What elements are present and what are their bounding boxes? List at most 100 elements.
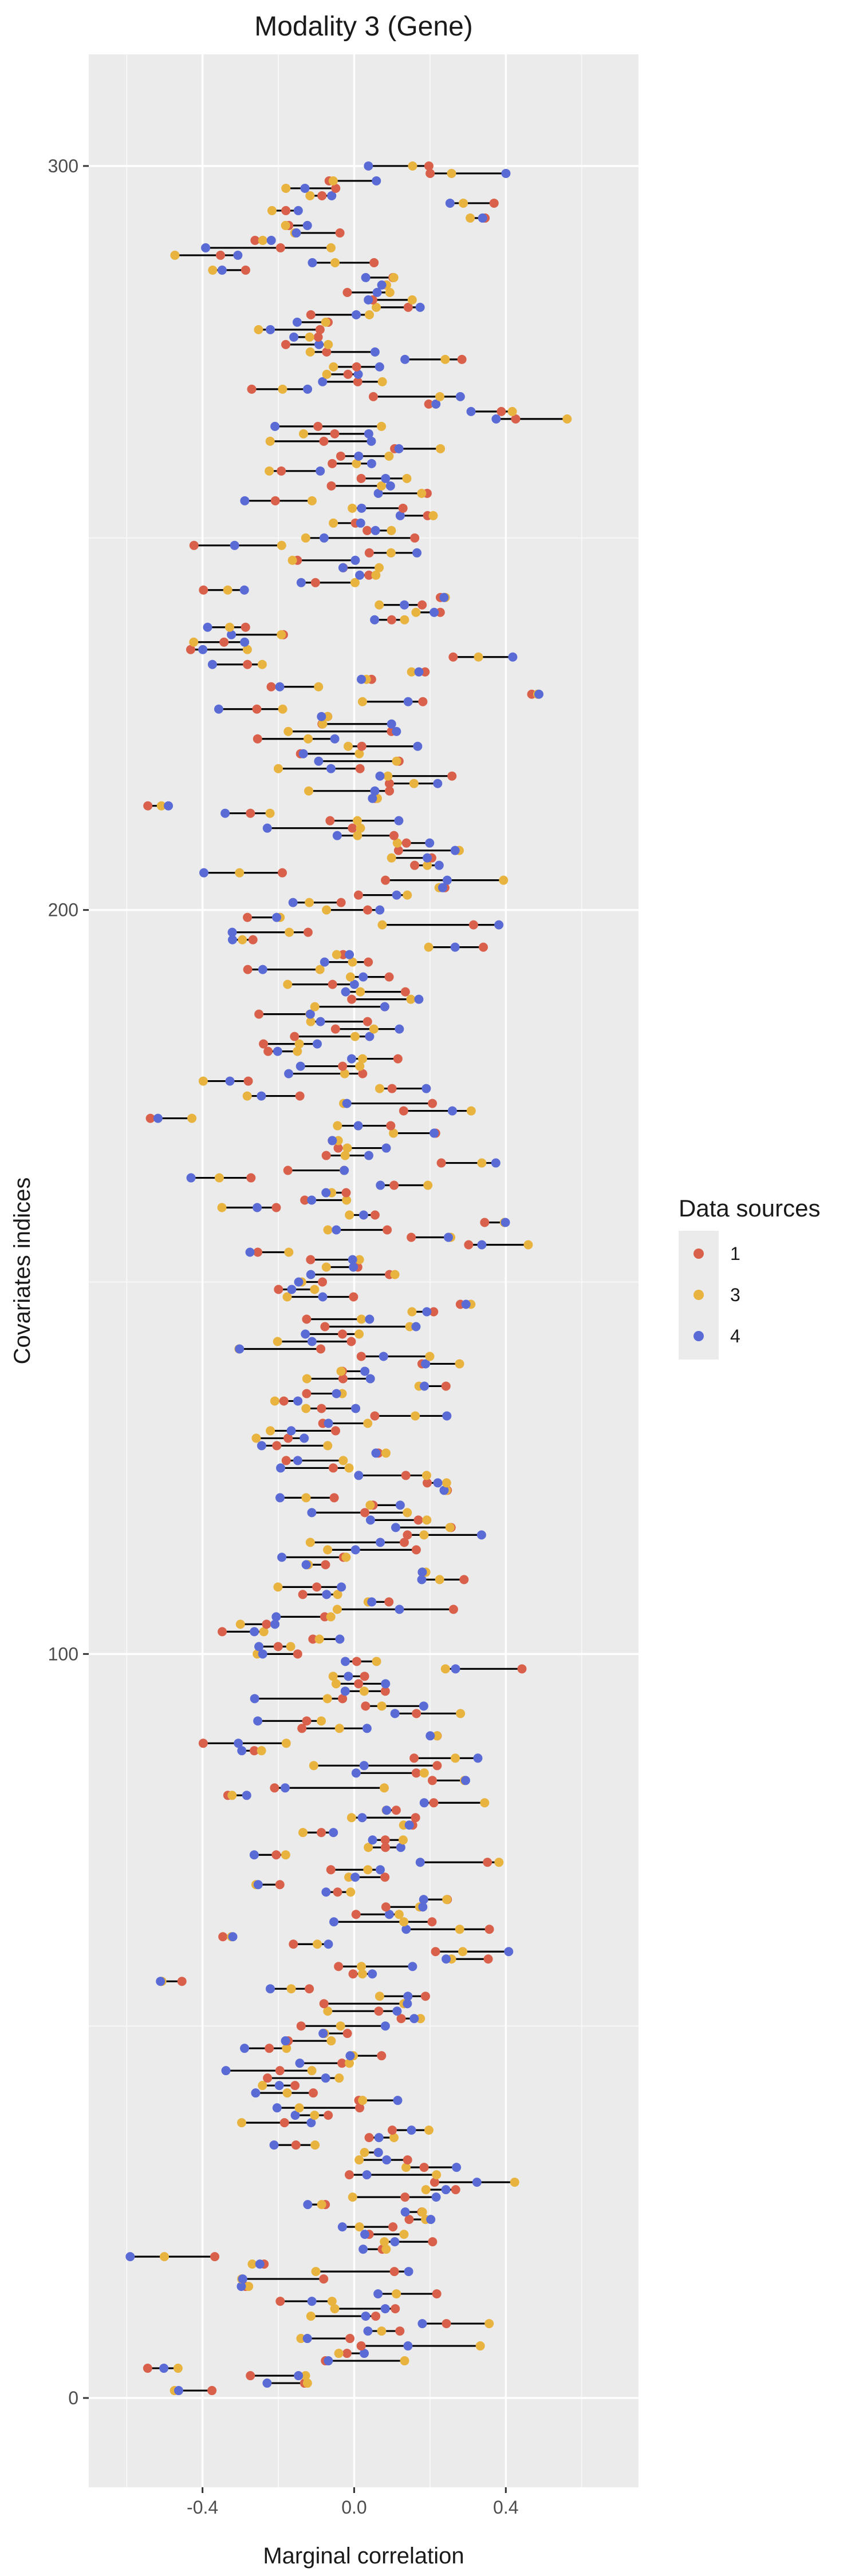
point-source-4 (374, 2133, 384, 2143)
point-source-4 (270, 421, 280, 431)
point-source-4 (421, 1084, 431, 1093)
point-source-3 (390, 1270, 400, 1279)
point-source-4 (159, 2364, 169, 2373)
point-source-3 (259, 1627, 269, 1637)
point-source-1 (419, 2163, 429, 2172)
point-source-4 (203, 622, 212, 632)
point-source-1 (354, 1679, 364, 1689)
point-source-4 (240, 496, 250, 505)
point-source-3 (359, 1686, 369, 1696)
point-source-3 (456, 1709, 466, 1718)
point-source-4 (349, 979, 359, 989)
point-source-3 (315, 965, 325, 974)
point-source-4 (349, 1262, 358, 1272)
point-source-4 (326, 764, 336, 773)
point-source-3 (384, 451, 394, 461)
point-source-3 (296, 2334, 306, 2344)
point-source-4 (239, 585, 249, 595)
point-source-3 (334, 1724, 344, 1733)
point-source-4 (287, 1285, 297, 1294)
point-source-3 (258, 2081, 267, 2091)
point-source-1 (300, 1195, 310, 1205)
point-source-1 (451, 2185, 460, 2195)
point-source-4 (225, 1076, 235, 1086)
point-source-3 (411, 1411, 420, 1421)
point-source-3 (156, 801, 166, 811)
legend-key-4 (693, 1331, 704, 1341)
point-source-1 (407, 1232, 416, 1242)
point-source-4 (442, 875, 452, 885)
point-source-4 (274, 2081, 284, 2091)
point-source-3 (419, 1768, 429, 1778)
point-source-3 (375, 1084, 384, 1093)
point-source-1 (337, 2059, 347, 2068)
point-source-4 (391, 1523, 400, 1532)
point-source-3 (301, 1404, 311, 1413)
point-source-4 (460, 1776, 470, 1785)
point-source-4 (404, 2267, 413, 2277)
point-source-1 (409, 1753, 419, 1763)
point-source-1 (371, 2312, 381, 2321)
point-source-3 (442, 1478, 451, 1488)
point-source-1 (263, 2073, 273, 2083)
point-source-3 (322, 1694, 332, 1704)
point-source-4 (306, 2118, 316, 2128)
point-source-1 (363, 905, 373, 915)
point-source-4 (275, 1493, 285, 1503)
point-source-1 (380, 1835, 390, 1845)
point-source-1 (254, 1009, 264, 1019)
y-tick-label: 300 (48, 156, 78, 176)
point-source-3 (326, 2036, 336, 2046)
point-source-3 (298, 429, 308, 438)
point-source-3 (313, 1939, 322, 1949)
point-source-3 (310, 2111, 320, 2120)
point-source-4 (357, 1813, 367, 1823)
point-source-4 (266, 325, 275, 334)
points (125, 161, 572, 2396)
point-source-1 (290, 2081, 300, 2091)
point-source-4 (401, 1925, 411, 1934)
point-source-1 (281, 1456, 291, 1465)
point-source-3 (333, 1590, 342, 1599)
point-source-4 (380, 2021, 390, 2031)
point-source-1 (459, 1575, 469, 1585)
point-source-4 (353, 369, 363, 379)
point-source-3 (365, 1500, 375, 1510)
point-source-4 (375, 905, 385, 915)
point-source-1 (411, 1813, 420, 1823)
point-source-4 (286, 1426, 296, 1436)
point-source-1 (331, 1426, 341, 1436)
point-source-3 (381, 1448, 391, 1458)
chart-title: Modality 3 (Gene) (254, 11, 473, 42)
point-source-4 (198, 645, 208, 654)
point-source-3 (417, 488, 427, 498)
point-source-4 (395, 511, 405, 520)
point-source-1 (384, 779, 394, 788)
point-source-4 (433, 1478, 443, 1488)
point-source-3 (345, 2059, 354, 2068)
point-source-3 (401, 2163, 411, 2172)
point-source-3 (353, 831, 362, 840)
point-source-4 (324, 2356, 333, 2366)
point-source-3 (425, 1352, 435, 1361)
point-source-4 (288, 898, 298, 907)
point-source-1 (199, 585, 208, 595)
point-source-4 (332, 1225, 341, 1235)
point-source-3 (281, 220, 290, 230)
point-source-4 (382, 2155, 392, 2165)
point-source-1 (335, 228, 345, 238)
point-source-3 (208, 265, 218, 275)
point-source-4 (368, 1969, 377, 1979)
point-source-4 (415, 1858, 425, 1867)
point-source-4 (501, 1218, 510, 1227)
point-source-4 (307, 1195, 317, 1205)
point-source-3 (332, 1605, 342, 1614)
point-source-4 (318, 1292, 328, 1302)
point-source-4 (341, 1657, 350, 1666)
point-source-4 (461, 1299, 471, 1309)
point-source-1 (343, 369, 353, 379)
point-source-4 (307, 1508, 317, 1518)
point-source-3 (421, 2185, 431, 2195)
point-source-1 (347, 994, 357, 1004)
point-source-1 (431, 1947, 440, 1957)
